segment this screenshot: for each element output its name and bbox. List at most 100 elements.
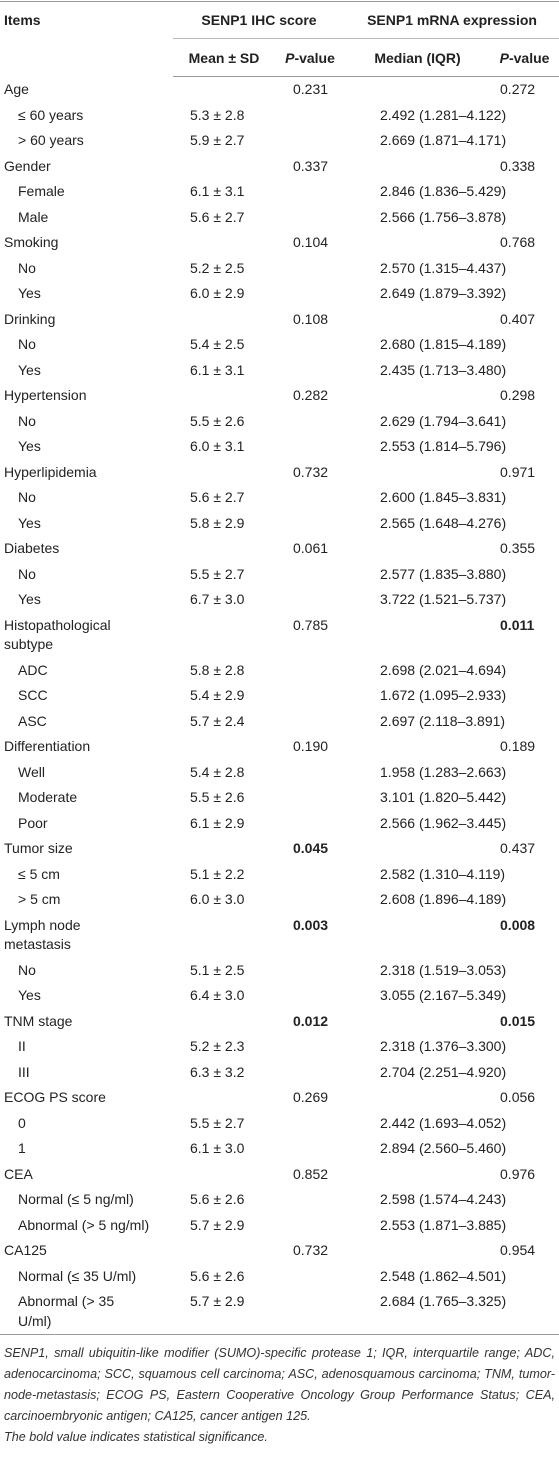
ihc-score: 5.6 ± 2.7 [190, 208, 245, 225]
ihc-score: 6.0 ± 3.0 [190, 891, 245, 907]
mrna-expression: 2.553 (1.814–5.796) [380, 438, 507, 454]
empty-cell [275, 1034, 345, 1060]
p-value: 0.269 [293, 1089, 329, 1105]
empty-cell [275, 511, 345, 537]
ihc-score: 6.1 ± 3.1 [190, 183, 245, 199]
subheader-cell: Mean ± SD [173, 38, 275, 77]
p-value: 0.015 [500, 1012, 536, 1029]
ihc-score: 5.4 ± 2.8 [190, 763, 245, 780]
empty-cell [345, 913, 490, 958]
sub-row: Yes 6.7 ± 3.0 3.722 (1.521–5.737) [0, 587, 559, 613]
row-label: Diabetes [4, 540, 60, 556]
ihc-score: 5.5 ± 2.6 [190, 789, 245, 805]
ihc-score: 5.2 ± 2.3 [190, 1038, 245, 1054]
row-label: 0 [18, 1114, 26, 1131]
sub-row: Yes 5.8 ± 2.9 2.565 (1.648–4.276) [0, 511, 559, 537]
empty-cell [173, 613, 275, 658]
p-value: 0.298 [500, 387, 536, 403]
p-value: 0.355 [500, 540, 536, 556]
sub-row: Yes 6.4 ± 3.0 3.055 (2.167–5.349) [0, 983, 559, 1009]
mrna-expression: 1.672 (1.095–2.933) [380, 687, 507, 703]
row-label: Histopathological subtype [0, 613, 173, 658]
row-label: Yes [18, 591, 41, 607]
mrna-expression: 2.598 (1.574–4.243) [380, 1191, 507, 1207]
mrna-expression: 1.958 (1.283–2.663) [380, 763, 507, 780]
header-cell: SENP1 IHC score [201, 12, 317, 28]
ihc-score: 5.1 ± 2.5 [190, 961, 245, 978]
sub-row: No 5.6 ± 2.7 2.600 (1.845–3.831) [0, 485, 559, 511]
empty-cell [173, 1238, 275, 1264]
row-label: ≤ 5 cm [18, 865, 60, 882]
ihc-score: 5.7 ± 2.9 [190, 1216, 245, 1233]
group-row: ECOG PS score 0.269 0.056 [0, 1085, 559, 1111]
mrna-expression: 2.846 (1.836–5.429) [380, 183, 507, 199]
subheader-cell: P-value [275, 38, 346, 77]
ihc-score: 5.5 ± 2.7 [190, 1114, 245, 1131]
group-row: Differentiation 0.190 0.189 [0, 734, 559, 760]
mrna-expression: 2.684 (1.765–3.325) [380, 1293, 507, 1309]
empty-cell [345, 77, 490, 103]
sub-row: > 60 years 5.9 ± 2.7 2.669 (1.871–4.171) [0, 128, 559, 154]
empty-cell [173, 734, 275, 760]
empty-cell [345, 536, 490, 562]
empty-cell [275, 409, 345, 435]
empty-cell [345, 154, 490, 180]
row-label: Moderate [18, 789, 78, 805]
empty-cell [275, 1289, 345, 1335]
empty-cell [173, 913, 275, 958]
sub-row: ADC 5.8 ± 2.8 2.698 (2.021–4.694) [0, 658, 559, 684]
mrna-expression: 2.565 (1.648–4.276) [380, 514, 507, 531]
empty-cell [345, 836, 490, 862]
subheader-cell: Median (IQR) [345, 38, 491, 77]
empty-cell [275, 103, 345, 129]
row-label: Poor [18, 814, 48, 831]
ihc-score: 5.5 ± 2.7 [190, 565, 245, 582]
row-label: III [18, 1063, 30, 1080]
row-label: Yes [18, 514, 41, 531]
row-label: Hyperlipidemia [4, 463, 97, 480]
group-row: Tumor size 0.045 0.437 [0, 836, 559, 862]
mrna-expression: 2.680 (1.815–4.189) [380, 336, 507, 352]
p-value: 0.407 [500, 310, 536, 327]
row-label: Normal (≤ 35 U/ml) [18, 1267, 137, 1284]
row-label: Differentiation [4, 738, 91, 754]
row-label: II [18, 1038, 26, 1054]
empty-cell [173, 1162, 275, 1188]
mrna-expression: 2.697 (2.118–3.891) [380, 712, 506, 729]
p-value: 0.768 [500, 234, 536, 250]
group-row: Drinking 0.108 0.407 [0, 307, 559, 333]
p-value: 0.976 [500, 1165, 536, 1182]
empty-cell [173, 154, 275, 180]
empty-cell [275, 562, 345, 588]
sub-row: Poor 6.1 ± 2.9 2.566 (1.962–3.445) [0, 811, 559, 837]
mrna-expression: 2.566 (1.756–3.878) [380, 208, 507, 225]
header-cell: Items [4, 12, 41, 28]
empty-cell [275, 1213, 345, 1239]
row-label: No [18, 961, 36, 978]
table-body: Age 0.231 0.272 ≤ 60 years 5.3 ± 2.8 2.492 (1… [0, 77, 559, 1335]
p-value: 0.003 [293, 916, 329, 933]
empty-cell [275, 709, 345, 735]
table: Items SENP1 IHC score SENP1 mRNA express… [0, 1, 559, 1335]
sub-row: Abnormal (> 5 ng/ml) 5.7 ± 2.9 2.553 (1.87… [0, 1213, 559, 1239]
row-label: No [18, 336, 36, 352]
mrna-expression: 2.600 (1.845–3.831) [380, 489, 507, 505]
row-label: ASC [18, 712, 47, 729]
subheader-row: Mean ± SD P-value Median (IQR) P-value [0, 38, 559, 77]
ihc-score: 5.8 ± 2.9 [190, 514, 245, 531]
ihc-score: 5.6 ± 2.6 [190, 1267, 245, 1284]
group-row: Age 0.231 0.272 [0, 77, 559, 103]
subheader-text: P [285, 49, 295, 66]
row-label: Gender [4, 157, 51, 174]
group-row: CEA 0.852 0.976 [0, 1162, 559, 1188]
ihc-score: 6.3 ± 3.2 [190, 1063, 245, 1080]
p-value: 0.011 [500, 616, 535, 633]
label-line: U/ml) [18, 1312, 52, 1329]
p-value: 0.337 [293, 157, 329, 174]
p-value: 0.190 [293, 738, 329, 754]
row-label: No [18, 489, 36, 505]
p-value: 0.061 [293, 540, 329, 556]
empty-cell [275, 205, 345, 231]
row-label: TNM stage [4, 1012, 73, 1029]
